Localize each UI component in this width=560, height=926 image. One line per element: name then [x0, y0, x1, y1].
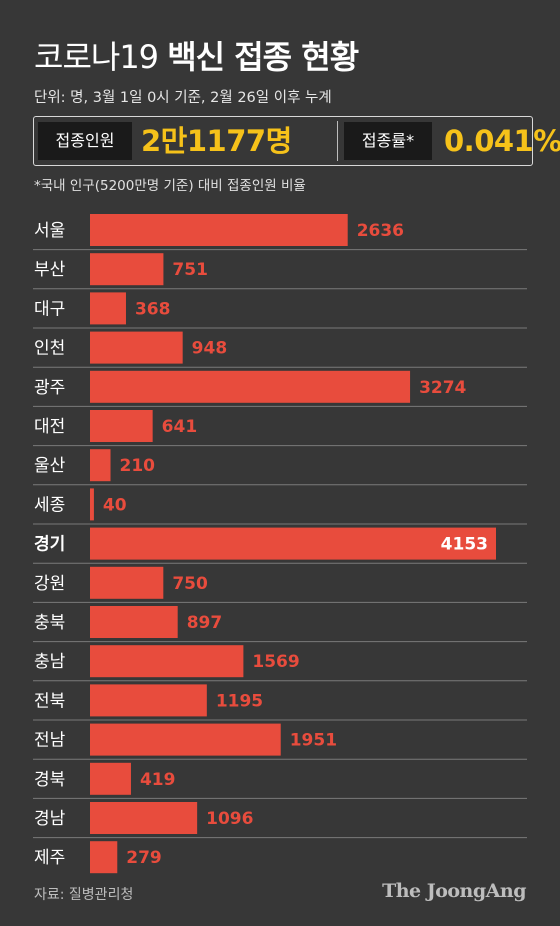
bar-부산 — [90, 253, 164, 286]
category-label: 세종 — [34, 495, 65, 515]
bar-세종 — [90, 488, 94, 521]
value-label: 751 — [172, 260, 208, 280]
bar-제주 — [90, 841, 118, 874]
bar-경기 — [90, 527, 496, 560]
bar-경북 — [90, 762, 131, 795]
category-label: 부산 — [34, 260, 66, 280]
value-label: 1195 — [216, 691, 263, 711]
bar-충북 — [90, 606, 178, 638]
value-label: 641 — [162, 417, 198, 437]
subtitle: 단위: 명, 3월 1일 0시 기준, 2월 26일 이후 누계 — [34, 90, 332, 106]
value-label: 897 — [187, 613, 223, 633]
category-label: 경기 — [34, 535, 65, 555]
category-label: 울산 — [34, 456, 66, 476]
value-label: 2636 — [357, 221, 404, 241]
page-title: 코로나19 백신 접종 현황 — [34, 32, 359, 78]
bar-경남 — [90, 802, 198, 834]
value-label: 279 — [126, 848, 162, 868]
value-label: 1569 — [252, 652, 299, 672]
category-label: 대전 — [34, 417, 65, 437]
value-label: 368 — [135, 299, 171, 319]
bar-대구 — [90, 292, 126, 325]
value-label: 419 — [140, 770, 176, 790]
category-label: 전남 — [34, 731, 66, 751]
category-label: 서울 — [34, 221, 65, 241]
value-label: 948 — [192, 339, 228, 359]
category-label: 제주 — [34, 848, 65, 868]
category-label: 경남 — [34, 809, 66, 829]
category-label: 강원 — [34, 574, 65, 594]
category-label: 인천 — [34, 339, 65, 359]
bar-대전 — [90, 410, 153, 442]
category-label: 충북 — [34, 613, 65, 633]
value-label: 1951 — [290, 731, 337, 751]
bar-서울 — [90, 214, 348, 246]
category-label: 대구 — [34, 299, 65, 319]
bar-전남 — [90, 723, 281, 756]
footnote: *국내 인구(5200만명 기준) 대비 접종인원 비율 — [34, 178, 306, 194]
value-label: 210 — [120, 456, 156, 476]
brand-logo: The JoongAng — [382, 880, 526, 902]
value-label: 40 — [103, 495, 127, 515]
bar-강원 — [90, 566, 164, 599]
stats-divider — [337, 121, 338, 161]
value-label: 750 — [172, 574, 208, 594]
category-label: 광주 — [34, 378, 65, 398]
category-label: 경북 — [34, 770, 65, 790]
value-label: 4153 — [441, 535, 488, 555]
bar-광주 — [90, 370, 411, 403]
vaccinated-value: 2만1177명 — [141, 124, 292, 158]
rate-value: 0.041% — [444, 124, 560, 158]
bar-울산 — [90, 449, 111, 482]
stats-box: 접종인원 2만1177명 접종률* 0.041% — [33, 116, 560, 166]
rate-label: 접종률* — [344, 122, 432, 160]
title-light: 코로나19 — [34, 38, 159, 76]
source-credit: 자료: 질병관리청 — [34, 887, 134, 903]
value-label: 1096 — [206, 809, 253, 829]
category-label: 충남 — [34, 652, 66, 672]
bar-전북 — [90, 684, 207, 717]
title-bold: 백신 접종 현황 — [167, 38, 359, 76]
bar-인천 — [90, 331, 183, 364]
vaccinated-label: 접종인원 — [38, 122, 132, 160]
bar-충남 — [90, 645, 244, 678]
category-label: 전북 — [34, 691, 65, 711]
value-label: 3274 — [419, 378, 466, 398]
